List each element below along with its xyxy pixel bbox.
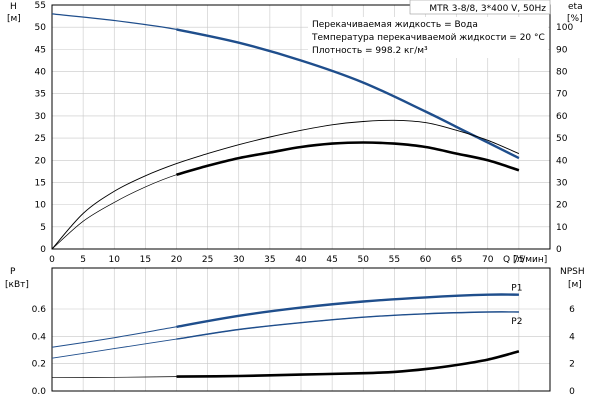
x-tick-label: 70 (482, 255, 494, 265)
x-tick-label: 45 (326, 255, 337, 265)
lower-plot-frame (51, 267, 551, 392)
x-tick-label: 0 (49, 255, 55, 265)
h-tick-label: 50 (35, 23, 47, 33)
upper-plot-frame (51, 4, 551, 250)
eta-tick-label: 70 (556, 90, 568, 100)
annotation-density: Плотность = 998.2 кг/м³ (312, 46, 428, 56)
x-tick-label: 10 (109, 255, 121, 265)
h-tick-label: 10 (35, 201, 47, 211)
annotation-bg (308, 17, 548, 58)
npsh-tick-label: 2 (569, 360, 575, 370)
x-tick-label: 5 (80, 255, 86, 265)
p-tick-label: 0.2 (32, 360, 46, 370)
upper-grid (51, 4, 551, 250)
efficiency-upper-curve-thin (51, 119, 520, 250)
eta-tick-label: 0 (556, 245, 562, 255)
h-axis-label: H (10, 2, 17, 12)
p1-series-label: P1 (511, 284, 522, 294)
head-curve-operating (176, 28, 520, 160)
eta-tick-label: 100 (556, 23, 573, 33)
eta-tick-label: 10 (556, 223, 568, 233)
annotation-temperature: Температура перекачиваемой жидкости = 20… (311, 33, 545, 43)
p2-curve-operating (176, 311, 519, 340)
curves (51, 13, 520, 378)
chart-title-box (409, 0, 551, 15)
h-tick-label: 45 (35, 45, 46, 55)
x-tick-label: 75 (513, 255, 524, 265)
h-tick-label: 0 (40, 245, 46, 255)
x-tick-label: 15 (140, 255, 151, 265)
npsh-tick-label: 6 (569, 305, 575, 315)
h-tick-label: 20 (35, 156, 47, 166)
p-tick-label: 0.4 (32, 332, 47, 342)
eta-tick-label: 30 (556, 178, 568, 188)
x-tick-label: 40 (295, 255, 307, 265)
h-tick-label: 25 (35, 134, 46, 144)
x-tick-label: 30 (233, 255, 245, 265)
q-axis-label: Q [л/мин] (503, 255, 547, 265)
x-tick-label: 25 (202, 255, 213, 265)
eta-tick-label: 20 (556, 201, 568, 211)
eta-tick-label: 40 (556, 156, 568, 166)
npsh-tick-label: 4 (569, 332, 575, 342)
tick-labels: 0 5 10 15 20 25 30 35 40 45 50 55 60 65 70 750510152025… (32, 1, 575, 397)
h-tick-label: 5 (40, 223, 46, 233)
h-tick-label: 35 (35, 90, 46, 100)
eta-axis-unit: [%] (567, 14, 583, 24)
h-axis-unit: [м] (7, 14, 21, 24)
h-tick-label: 15 (35, 178, 46, 188)
x-tick-label: 20 (171, 255, 183, 265)
eta-tick-label: 60 (556, 112, 568, 122)
annotation-liquid: Перекачиваемая жидкость = Вода (312, 20, 478, 30)
p2-series-label: P2 (511, 317, 522, 327)
h-tick-label: 30 (35, 112, 47, 122)
x-tick-label: 35 (264, 255, 275, 265)
x-tick-label: 55 (389, 255, 400, 265)
x-tick-label: 65 (451, 255, 462, 265)
eta-axis-label: eta (568, 2, 583, 12)
x-tick-label: 50 (358, 255, 370, 265)
p1-curve-operating (176, 293, 519, 328)
p-axis-unit: [кВт] (5, 280, 29, 290)
p-axis-label: P (10, 267, 16, 277)
npsh-axis-unit: [м] (568, 280, 582, 290)
chart-title: MTR 3-8/8, 3*400 V, 50Hz (429, 4, 546, 14)
npsh-axis-label: NPSH (560, 267, 585, 277)
eta-tick-label: 90 (556, 45, 568, 55)
series-labels: P1 P2 (511, 284, 522, 327)
q-axis-label-bg (500, 253, 550, 265)
h-tick-label: 40 (35, 68, 47, 78)
h-tick-label: 55 (35, 1, 46, 11)
npsh-curve-operating (176, 350, 520, 378)
eta-tick-label: 50 (556, 134, 568, 144)
x-tick-label: 60 (420, 255, 432, 265)
p-tick-label: 0.6 (32, 305, 47, 315)
efficiency-lower-curve-operating (176, 141, 520, 176)
p-tick-label: 0.0 (32, 387, 47, 397)
npsh-tick-label: 0 (569, 387, 575, 397)
eta-tick-label: 80 (556, 68, 568, 78)
